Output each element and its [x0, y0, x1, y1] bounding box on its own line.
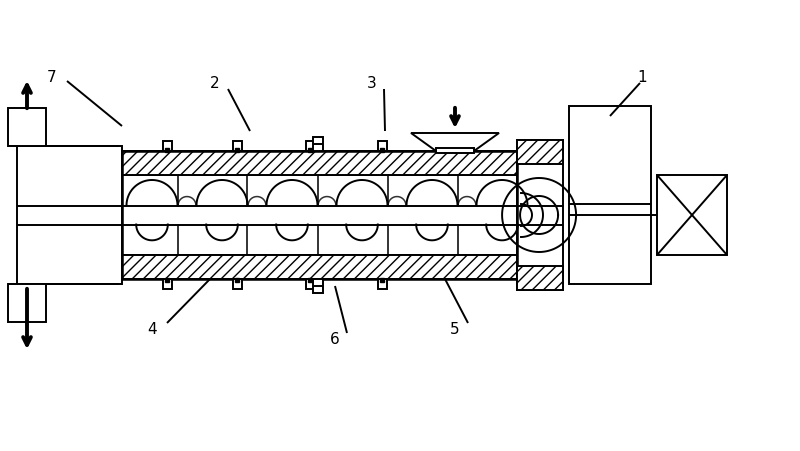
- Bar: [122, 151, 517, 175]
- Bar: [306, 279, 314, 289]
- Bar: [517, 266, 563, 290]
- Text: 3: 3: [367, 75, 377, 91]
- Bar: [17, 146, 122, 284]
- Bar: [378, 141, 386, 151]
- Text: 2: 2: [210, 75, 220, 91]
- Bar: [122, 151, 517, 279]
- Bar: [313, 279, 323, 293]
- Text: 6: 6: [330, 331, 340, 346]
- Bar: [313, 137, 323, 151]
- Text: 5: 5: [450, 322, 460, 336]
- Bar: [306, 141, 314, 151]
- Bar: [517, 140, 563, 164]
- Bar: [162, 141, 171, 151]
- Polygon shape: [411, 133, 499, 151]
- Bar: [233, 279, 242, 289]
- Bar: [162, 279, 171, 289]
- Bar: [657, 175, 727, 255]
- Bar: [569, 106, 651, 284]
- Bar: [122, 255, 517, 279]
- Bar: [233, 141, 242, 151]
- Bar: [436, 148, 474, 153]
- Bar: [122, 175, 517, 255]
- Text: 7: 7: [47, 70, 57, 86]
- Text: 1: 1: [637, 70, 647, 86]
- Bar: [378, 279, 386, 289]
- Bar: [8, 108, 46, 146]
- Bar: [517, 140, 563, 290]
- Bar: [8, 284, 46, 322]
- Text: 4: 4: [147, 322, 157, 336]
